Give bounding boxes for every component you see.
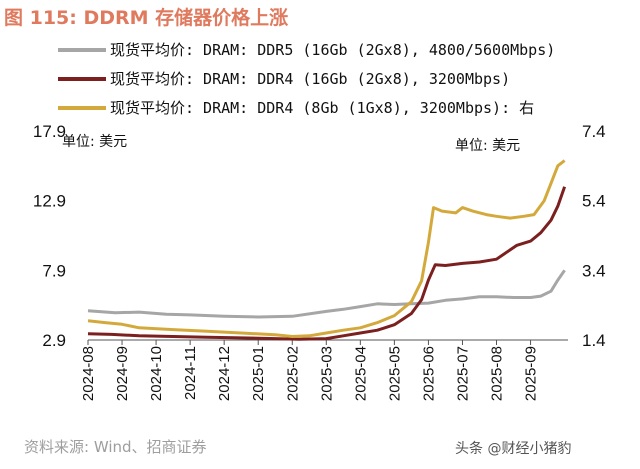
left-tick-label: 2.9	[42, 331, 66, 350]
series-line-2	[87, 186, 567, 341]
watermark: 头条 @财经小猪豹	[455, 441, 572, 457]
x-tick-label: 2025-07	[454, 346, 471, 401]
right-unit-label: 单位: 美元	[455, 138, 520, 154]
x-tick-label: 2024-10	[148, 346, 165, 401]
x-tick-label: 2025-04	[352, 346, 369, 401]
x-tick-label: 2025-01	[250, 346, 267, 401]
x-tick-label: 2024-09	[114, 346, 131, 401]
left-tick-label: 7.9	[42, 261, 66, 280]
legend-label-3: 现货平均价: DRAM: DDR4 (8Gb (1Gx8), 3200Mbps)…	[110, 99, 534, 117]
x-tick-label: 2025-02	[284, 346, 301, 401]
chart-axes: 17.9 12.9 7.9 2.9 7.4 5.4 3.4 1.4 2024-08 2024-09…	[33, 122, 606, 401]
legend: 现货平均价: DRAM: DDR5 (16Gb (2Gx8), 4800/560…	[58, 41, 555, 117]
x-tick-label: 2024-12	[216, 346, 233, 401]
legend-label-2: 现货平均价: DRAM: DDR4 (16Gb (2Gx8), 3200Mbps…	[110, 70, 510, 88]
figure-title: 图 115: DDRM 存储器价格上涨	[4, 7, 289, 29]
right-tick-label: 3.4	[582, 261, 606, 280]
series-line-1	[87, 269, 566, 319]
right-tick-label: 1.4	[582, 331, 606, 350]
x-tick-label: 2024-11	[182, 346, 199, 400]
x-tick-label: 2025-06	[420, 346, 437, 401]
legend-label-1: 现货平均价: DRAM: DDR5 (16Gb (2Gx8), 4800/560…	[110, 41, 555, 59]
x-tick-label: 2025-03	[318, 346, 335, 401]
left-tick-label: 17.9	[33, 122, 66, 141]
series-line-3	[87, 159, 566, 338]
x-tick-label: 2025-09	[523, 346, 540, 401]
x-tick-label: 2025-08	[489, 346, 506, 401]
left-tick-label: 12.9	[33, 192, 66, 211]
right-tick-label: 5.4	[582, 192, 606, 211]
x-tick-label: 2024-08	[80, 346, 97, 401]
right-tick-label: 7.4	[582, 122, 606, 141]
series-layer	[87, 159, 567, 341]
left-unit-label: 单位: 美元	[62, 134, 127, 150]
source-note: 资料来源: Wind、招商证券	[24, 438, 207, 456]
x-tick-label: 2025-05	[386, 346, 403, 401]
